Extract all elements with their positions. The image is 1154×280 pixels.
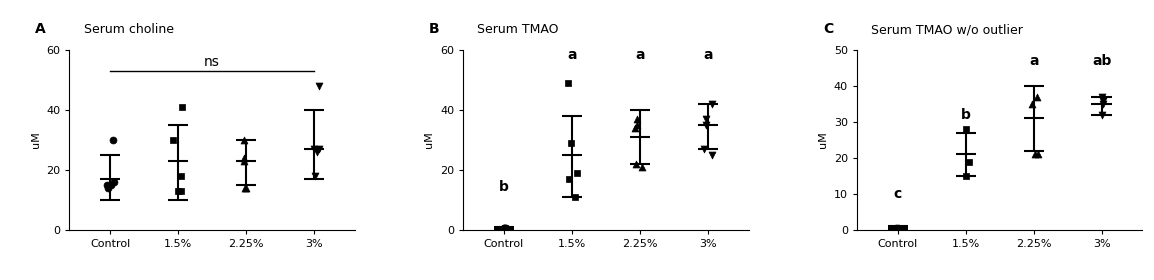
Point xyxy=(234,138,253,142)
Point xyxy=(1094,102,1112,106)
Text: Serum TMAO: Serum TMAO xyxy=(478,23,559,36)
Point xyxy=(703,102,721,106)
Point xyxy=(957,174,975,178)
Text: a: a xyxy=(703,48,712,62)
Point xyxy=(1028,95,1047,99)
Point xyxy=(1093,113,1111,117)
Text: a: a xyxy=(635,48,645,62)
Y-axis label: uM: uM xyxy=(425,132,434,148)
Point xyxy=(958,127,976,132)
Point xyxy=(959,159,977,164)
Text: Serum TMAO w/o outlier: Serum TMAO w/o outlier xyxy=(871,23,1024,36)
Point xyxy=(164,138,182,142)
Point xyxy=(99,186,118,190)
Point xyxy=(892,226,911,231)
Point xyxy=(237,186,255,190)
Point xyxy=(234,156,253,160)
Point xyxy=(495,226,514,230)
Point xyxy=(172,105,190,109)
Text: ns: ns xyxy=(204,55,220,69)
Point xyxy=(565,195,584,199)
Y-axis label: uM: uM xyxy=(30,132,40,148)
Point xyxy=(703,153,721,157)
Point xyxy=(105,179,123,184)
Point xyxy=(104,138,122,142)
Point xyxy=(98,183,117,187)
Point xyxy=(102,183,120,187)
Point xyxy=(559,81,577,85)
Point xyxy=(697,117,715,121)
Point xyxy=(628,117,646,121)
Point xyxy=(627,162,645,166)
Point xyxy=(1022,102,1041,106)
Point xyxy=(172,174,190,178)
Point xyxy=(697,123,715,127)
Text: b: b xyxy=(961,108,971,122)
Text: a: a xyxy=(1029,54,1039,68)
Point xyxy=(1029,152,1048,157)
Point xyxy=(695,147,713,151)
Point xyxy=(307,150,325,154)
Point xyxy=(237,186,255,190)
Text: c: c xyxy=(893,187,902,201)
Text: ab: ab xyxy=(1092,54,1111,68)
Point xyxy=(494,226,512,231)
Point xyxy=(305,147,323,151)
Text: C: C xyxy=(823,22,833,36)
Text: b: b xyxy=(499,180,509,194)
Text: B: B xyxy=(429,22,440,36)
Text: A: A xyxy=(35,22,46,36)
Point xyxy=(1093,98,1111,103)
Point xyxy=(497,226,516,230)
Point xyxy=(306,174,324,178)
Point xyxy=(632,165,651,169)
Point xyxy=(562,141,580,145)
Point xyxy=(627,126,645,130)
Point xyxy=(889,226,907,230)
Point xyxy=(234,159,253,163)
Point xyxy=(560,177,578,181)
Point xyxy=(495,227,514,231)
Point xyxy=(628,123,646,127)
Point xyxy=(172,188,190,193)
Text: Serum choline: Serum choline xyxy=(83,23,173,36)
Point xyxy=(309,147,328,151)
Text: a: a xyxy=(567,48,577,62)
Point xyxy=(1093,95,1111,99)
Point xyxy=(496,226,515,230)
Y-axis label: uM: uM xyxy=(818,132,829,148)
Point xyxy=(886,226,905,230)
Point xyxy=(309,84,328,88)
Point xyxy=(1026,152,1044,157)
Point xyxy=(168,188,187,193)
Point xyxy=(568,171,586,175)
